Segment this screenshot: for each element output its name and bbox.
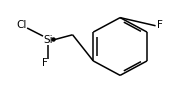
Text: Cl: Cl — [17, 20, 27, 30]
Text: F: F — [157, 20, 163, 30]
Text: Si: Si — [44, 35, 53, 45]
Text: F: F — [42, 58, 48, 68]
